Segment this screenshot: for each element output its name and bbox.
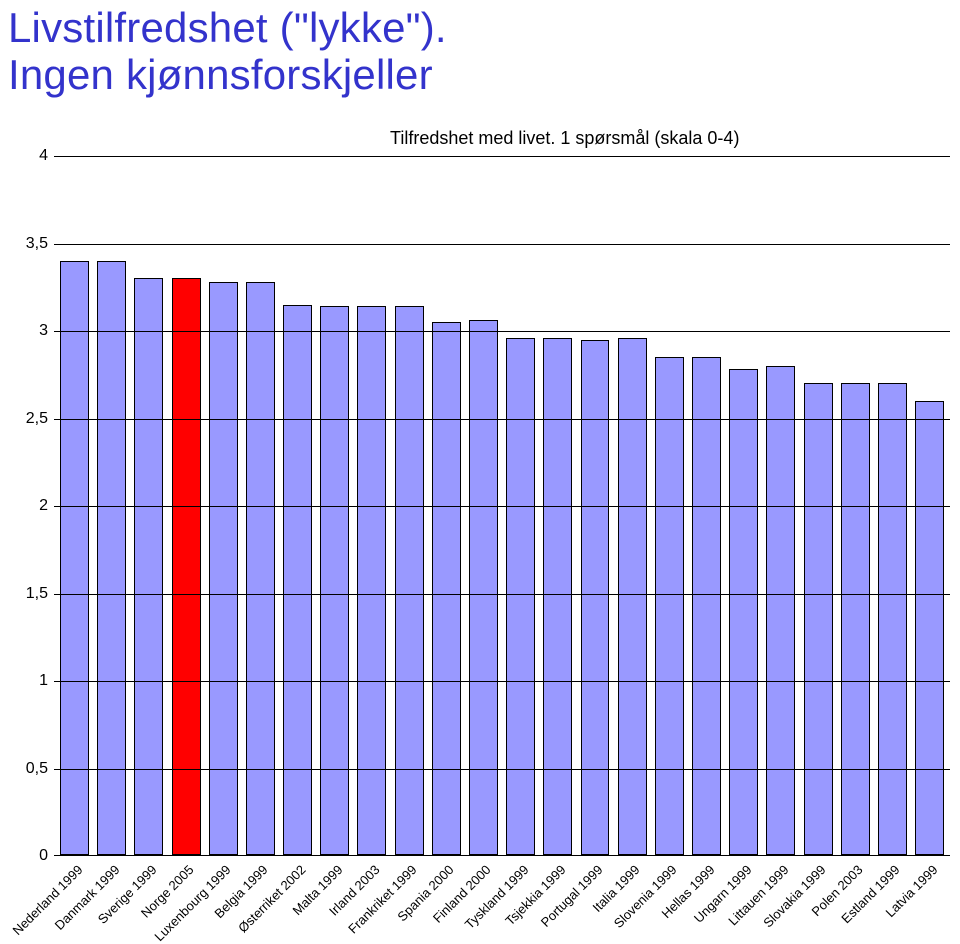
chart: 00,511,522,533,54 Nederland 1999Danmark … [10,156,950,926]
x-axis-labels: Nederland 1999Danmark 1999Sverige 1999No… [54,856,950,926]
bar [915,401,944,855]
bar [581,340,610,856]
bar [320,306,349,855]
bar [283,305,312,855]
grid-line [54,244,950,245]
grid-line [54,419,950,420]
y-tick-label: 1,5 [26,585,48,603]
bar [692,357,721,855]
y-tick-label: 1 [39,672,48,690]
y-tick-label: 2,5 [26,410,48,428]
y-tick-label: 3 [39,322,48,340]
y-tick-label: 0 [39,847,48,865]
title-line-2: Ingen kjønnsforskjeller [8,51,952,98]
bar [97,261,126,855]
bar [655,357,684,855]
y-axis: 00,511,522,533,54 [10,156,54,856]
grid-line [54,594,950,595]
bar [432,322,461,855]
bar [469,320,498,855]
y-tick-label: 2 [39,497,48,515]
grid-line [54,681,950,682]
bar [357,306,386,855]
grid-line [54,506,950,507]
y-tick-label: 3,5 [26,235,48,253]
bar [60,261,89,855]
title-line-1: Livstilfredshet ("lykke"). [8,4,952,51]
bar [878,383,907,855]
y-tick-label: 0,5 [26,760,48,778]
grid-line [54,156,950,157]
bar [543,338,572,855]
bar [804,383,833,855]
x-label-slot: Latvia 1999 [911,856,948,926]
y-tick-label: 4 [39,147,48,165]
bar [618,338,647,855]
grid-line [54,331,950,332]
chart-subtitle: Tilfredshet med livet. 1 spørsmål (skala… [390,128,739,149]
bar [841,383,870,855]
plot-area [54,156,950,856]
bar [395,306,424,855]
bar [506,338,535,855]
bar [729,369,758,855]
bar [766,366,795,855]
grid-line [54,769,950,770]
